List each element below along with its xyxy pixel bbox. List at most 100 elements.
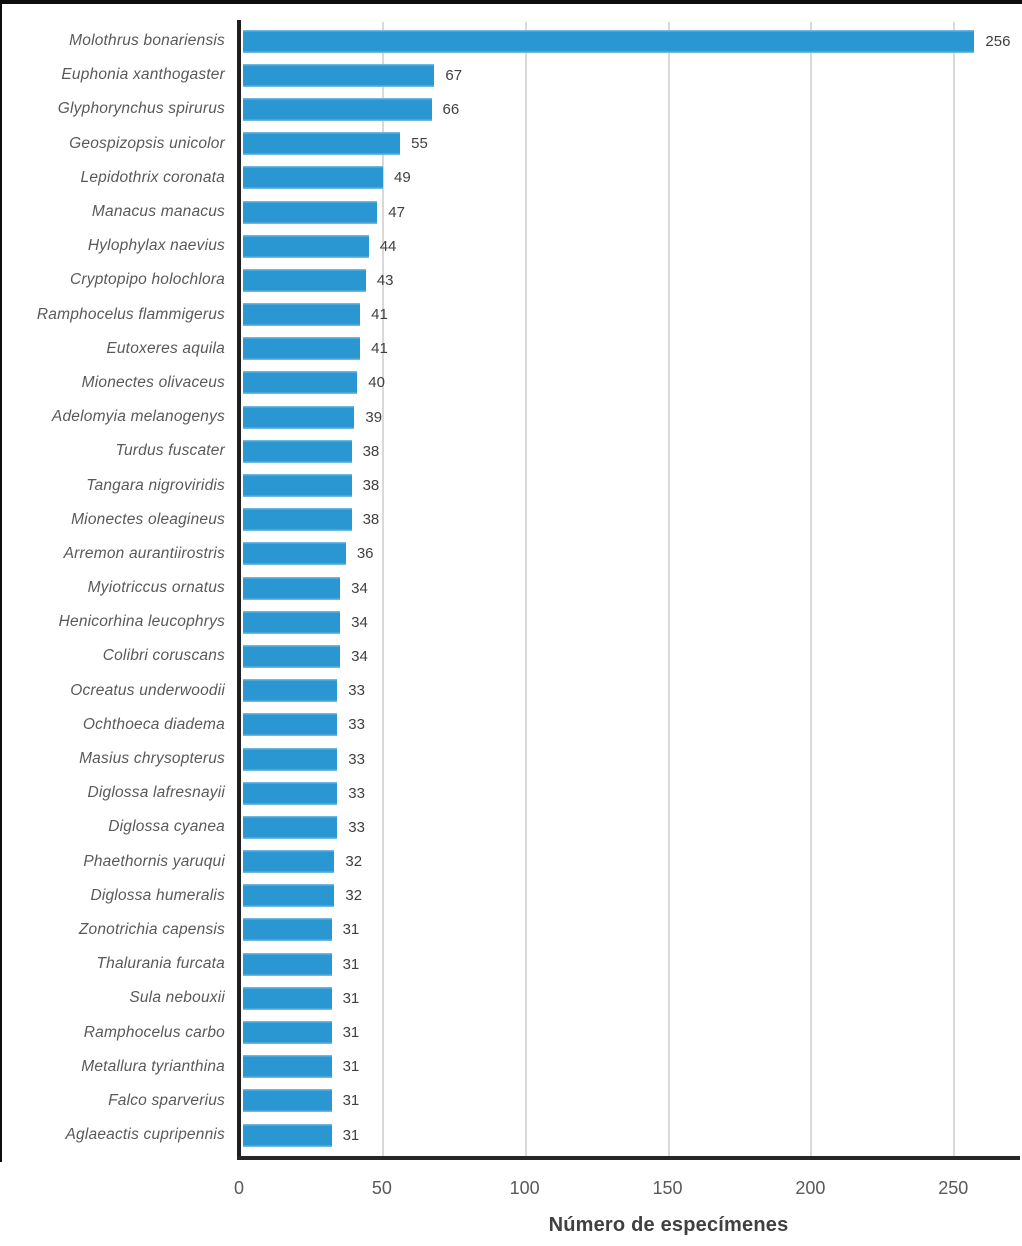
gridline-250 [953, 22, 956, 1160]
value-label: 47 [388, 203, 405, 221]
bar-rows: Molothrus bonariensis 256 Euphonia xanthog… [0, 24, 1022, 1152]
value-label: 31 [342, 955, 360, 973]
bar-cell: 34 [239, 639, 1022, 673]
chart-row: Mionectes oleagineus 38 [0, 503, 1022, 537]
x-tick-label-150: 150 [652, 1178, 683, 1198]
chart-row: Henicorhina leucophrys 34 [0, 605, 1022, 639]
bar [243, 815, 338, 839]
chart-row: Cryptopipo holochlora 43 [0, 263, 1022, 297]
chart-row: Glyphorynchus spirurus 66 [0, 92, 1022, 126]
species-label: Colibri coruscans [102, 647, 225, 665]
chart-row: Metallura tyrianthina 31 [0, 1050, 1022, 1084]
species-label: Eutoxeres aquila [106, 339, 225, 357]
species-label: Ochthoeca diadema [82, 715, 225, 733]
bar [243, 337, 361, 361]
bar [243, 508, 352, 532]
x-tick-label-0: 0 [233, 1178, 245, 1198]
value-label: 39 [365, 408, 383, 426]
bar [243, 713, 338, 737]
bar [243, 986, 332, 1010]
species-label: Phaethornis yaruqui [83, 852, 225, 870]
value-label: 40 [368, 374, 385, 392]
chart-row: Masius chrysopterus 33 [0, 742, 1022, 776]
bar-cell: 47 [239, 195, 1022, 229]
figure-left-border [0, 0, 2, 1162]
chart-row: Thalurania furcata 31 [0, 947, 1022, 981]
species-label: Diglossa cyanea [108, 818, 225, 836]
chart-row: Falco sparverius 31 [0, 1084, 1022, 1118]
bar-cell: 39 [239, 400, 1022, 434]
bar-cell: 32 [239, 879, 1022, 913]
chart-row: Diglossa lafresnayii 33 [0, 776, 1022, 810]
chart-row: Ramphocelus flammigerus 41 [0, 298, 1022, 332]
bar [243, 850, 335, 874]
bar [243, 439, 352, 463]
bar-cell: 38 [239, 434, 1022, 468]
bar-cell: 31 [239, 1050, 1022, 1084]
chart-row: Aglaeactis cupripennis 31 [0, 1118, 1022, 1152]
value-label: 33 [348, 682, 365, 700]
species-label: Turdus fuscater [115, 442, 225, 460]
bar-cell: 33 [239, 742, 1022, 776]
bar-cell: 31 [239, 947, 1022, 981]
species-label: Metallura tyrianthina [81, 1057, 225, 1075]
bar-cell: 66 [239, 92, 1022, 126]
chart-row: Geospizopsis unicolor 55 [0, 127, 1022, 161]
species-label: Geospizopsis unicolor [69, 134, 225, 152]
chart-row: Diglossa humeralis 32 [0, 879, 1022, 913]
bar [243, 371, 358, 395]
species-label: Glyphorynchus spirurus [57, 100, 225, 118]
bar [243, 610, 341, 634]
figure-top-border [0, 0, 1022, 4]
bar-cell: 38 [239, 503, 1022, 537]
value-label: 34 [351, 613, 368, 631]
species-label: Thalurania furcata [96, 955, 225, 973]
bar-cell: 34 [239, 605, 1022, 639]
chart-row: Eutoxeres aquila 41 [0, 332, 1022, 366]
species-label: Ramphocelus flammigerus [36, 305, 225, 323]
value-label: 32 [345, 887, 363, 905]
value-label: 44 [379, 237, 397, 255]
bar [243, 747, 338, 771]
chart-row: Mionectes olivaceus 40 [0, 366, 1022, 400]
species-label: Myiotriccus ornatus [87, 579, 225, 597]
bar [243, 63, 435, 87]
value-label: 55 [411, 135, 428, 153]
gridline-200 [810, 22, 813, 1160]
species-label: Henicorhina leucophrys [58, 613, 225, 631]
value-label: 31 [342, 1024, 360, 1042]
species-label: Mionectes oleagineus [71, 510, 225, 528]
species-label: Lepidothrix coronata [80, 168, 225, 186]
chart-row: Lepidothrix coronata 49 [0, 161, 1022, 195]
value-label: 34 [351, 647, 368, 665]
bar-cell: 33 [239, 708, 1022, 742]
bar [243, 1021, 332, 1045]
species-label: Euphonia xanthogaster [61, 66, 225, 84]
bar [243, 200, 378, 224]
chart-row: Diglossa cyanea 33 [0, 810, 1022, 844]
species-label: Zonotrichia capensis [78, 920, 225, 938]
bar [243, 132, 401, 156]
bar-cell: 38 [239, 468, 1022, 502]
chart-row: Hylophylax naevius 44 [0, 229, 1022, 263]
bar-cell: 34 [239, 571, 1022, 605]
bar [243, 303, 361, 327]
bar [243, 576, 341, 600]
value-label: 31 [342, 1058, 360, 1076]
species-label: Falco sparverius [108, 1091, 225, 1109]
species-label: Masius chrysopterus [79, 750, 225, 768]
x-tick-label-250: 250 [938, 1178, 969, 1198]
chart-row: Ramphocelus carbo 31 [0, 1015, 1022, 1049]
species-label: Tangara nigroviridis [86, 476, 225, 494]
bar-cell: 33 [239, 674, 1022, 708]
chart-row: Turdus fuscater 38 [0, 434, 1022, 468]
value-label: 49 [393, 169, 411, 187]
chart-row: Colibri coruscans 34 [0, 639, 1022, 673]
species-label: Ocreatus underwoodii [70, 681, 225, 699]
bar [243, 97, 432, 121]
bar-cell: 55 [239, 127, 1022, 161]
value-label: 36 [356, 545, 374, 563]
bar [243, 166, 383, 190]
bar [243, 474, 352, 498]
value-label: 38 [362, 477, 380, 495]
